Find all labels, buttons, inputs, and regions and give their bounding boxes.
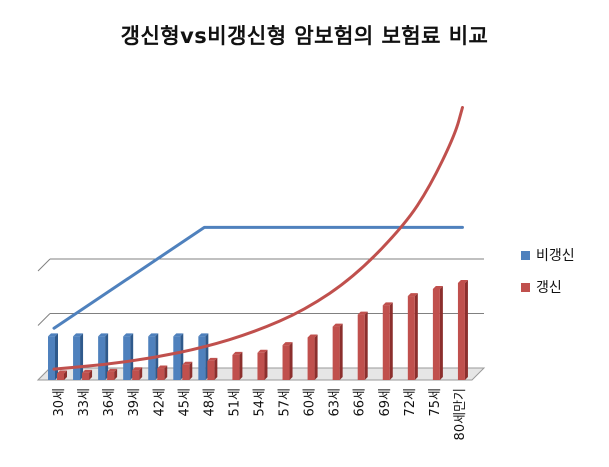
x-tick-label-10: 60세 bbox=[303, 388, 318, 417]
bar-renewal-4 bbox=[157, 368, 165, 380]
bar-side-noncrenewal-2 bbox=[105, 333, 109, 380]
bar-top-noncrenewal-0 bbox=[48, 333, 58, 337]
bar-top-renewal-15 bbox=[432, 285, 443, 289]
bar-side-renewal-2 bbox=[114, 368, 118, 380]
bar-top-renewal-6 bbox=[207, 357, 218, 361]
bar-top-noncrenewal-2 bbox=[98, 333, 109, 337]
bar-top-renewal-2 bbox=[107, 368, 118, 372]
bar-top-renewal-10 bbox=[307, 334, 318, 338]
bar-top-renewal-12 bbox=[357, 311, 368, 315]
trendline-noncrenewal bbox=[52, 225, 464, 330]
x-tick-label-11: 63세 bbox=[328, 388, 343, 417]
bar-renewal-0 bbox=[57, 373, 64, 380]
bar-side-renewal-16 bbox=[464, 279, 468, 380]
bar-side-renewal-0 bbox=[64, 370, 67, 380]
x-tick-label-15: 75세 bbox=[428, 388, 443, 417]
bar-renewal-3 bbox=[132, 370, 140, 380]
bar-side-renewal-9 bbox=[289, 342, 293, 380]
x-tick-label-5: 45세 bbox=[177, 388, 192, 417]
bar-renewal-15 bbox=[432, 288, 440, 380]
bar-top-renewal-11 bbox=[332, 323, 343, 327]
bar-renewal-10 bbox=[307, 337, 315, 380]
x-tick-label-4: 42세 bbox=[152, 388, 167, 417]
legend-item-renewal: 갱신 bbox=[521, 277, 562, 297]
bar-side-renewal-1 bbox=[89, 369, 93, 380]
bar-renewal-12 bbox=[357, 314, 365, 380]
bar-side-noncrenewal-1 bbox=[80, 333, 84, 380]
bar-renewal-9 bbox=[282, 345, 290, 380]
bar-side-renewal-13 bbox=[389, 302, 393, 380]
bar-renewal-7 bbox=[232, 354, 240, 380]
bar-top-noncrenewal-5 bbox=[173, 333, 184, 337]
bar-side-renewal-5 bbox=[189, 361, 193, 380]
bar-renewal-2 bbox=[107, 371, 115, 380]
x-tick-label-6: 48세 bbox=[202, 388, 217, 417]
bar-top-renewal-4 bbox=[157, 365, 168, 369]
gridline-side-1 bbox=[37, 313, 51, 326]
bar-noncrenewal-5 bbox=[173, 336, 181, 380]
bar-renewal-13 bbox=[382, 305, 390, 380]
bar-side-renewal-4 bbox=[164, 365, 168, 380]
x-tick-label-3: 39세 bbox=[127, 388, 142, 417]
bar-top-renewal-3 bbox=[132, 367, 143, 371]
x-tick-label-1: 33세 bbox=[77, 388, 92, 417]
bar-top-renewal-13 bbox=[382, 302, 393, 306]
x-tick-label-8: 54세 bbox=[253, 388, 268, 417]
bar-renewal-1 bbox=[82, 372, 90, 380]
bar-top-renewal-9 bbox=[282, 342, 293, 346]
x-tick-label-14: 72세 bbox=[403, 388, 418, 417]
bar-top-renewal-14 bbox=[407, 293, 418, 297]
bar-top-renewal-7 bbox=[232, 351, 243, 355]
bar-top-noncrenewal-3 bbox=[123, 333, 134, 337]
bar-top-renewal-16 bbox=[457, 279, 468, 283]
bar-noncrenewal-2 bbox=[98, 336, 106, 380]
bar-side-renewal-11 bbox=[339, 323, 343, 380]
bar-renewal-14 bbox=[407, 296, 415, 380]
bar-noncrenewal-3 bbox=[123, 336, 131, 380]
x-tick-label-9: 57세 bbox=[278, 388, 293, 417]
x-tick-label-13: 69세 bbox=[378, 388, 393, 417]
bar-side-renewal-15 bbox=[439, 285, 443, 380]
trendline-renewal bbox=[52, 106, 464, 371]
x-tick-label-0: 30세 bbox=[52, 388, 67, 417]
legend-label-renewal: 갱신 bbox=[536, 280, 562, 296]
bar-renewal-5 bbox=[182, 364, 190, 380]
bar-renewal-11 bbox=[332, 326, 340, 380]
bar-renewal-6 bbox=[207, 360, 215, 380]
legend-swatch-noncrenewal bbox=[521, 250, 530, 260]
bar-side-noncrenewal-3 bbox=[130, 333, 134, 380]
legend-item-noncrenewal: 비갱신 bbox=[521, 245, 575, 265]
bar-noncrenewal-1 bbox=[73, 336, 81, 380]
bar-side-renewal-6 bbox=[214, 357, 218, 380]
bar-top-renewal-0 bbox=[57, 370, 67, 374]
bar-side-renewal-12 bbox=[364, 311, 368, 380]
chart-title: 갱신형vs비갱신형 암보험의 보험료 비교 bbox=[120, 24, 489, 48]
bar-side-renewal-7 bbox=[239, 351, 243, 380]
x-tick-label-12: 66세 bbox=[353, 388, 368, 417]
gridline-side-2 bbox=[37, 258, 51, 272]
bar-top-noncrenewal-1 bbox=[73, 333, 84, 337]
bar-noncrenewal-6 bbox=[198, 336, 206, 380]
bar-side-renewal-3 bbox=[139, 367, 143, 380]
bar-side-renewal-8 bbox=[264, 349, 268, 380]
x-tick-label-2: 36세 bbox=[102, 388, 117, 417]
x-tick-label-16: 80세만기 bbox=[453, 388, 468, 440]
bar-noncrenewal-0 bbox=[48, 336, 55, 380]
bar-top-noncrenewal-4 bbox=[148, 333, 159, 337]
bar-top-noncrenewal-6 bbox=[198, 333, 209, 337]
legend-swatch-renewal bbox=[521, 282, 530, 292]
bar-top-renewal-5 bbox=[182, 361, 193, 365]
x-tick-label-7: 51세 bbox=[227, 388, 242, 417]
bar-renewal-8 bbox=[257, 352, 265, 380]
bar-side-renewal-10 bbox=[314, 334, 318, 380]
bar-side-renewal-14 bbox=[414, 293, 418, 380]
bar-top-renewal-1 bbox=[82, 369, 93, 373]
legend-label-noncrenewal: 비갱신 bbox=[536, 248, 575, 264]
bar-renewal-16 bbox=[457, 282, 465, 380]
bar-top-renewal-8 bbox=[257, 349, 268, 353]
